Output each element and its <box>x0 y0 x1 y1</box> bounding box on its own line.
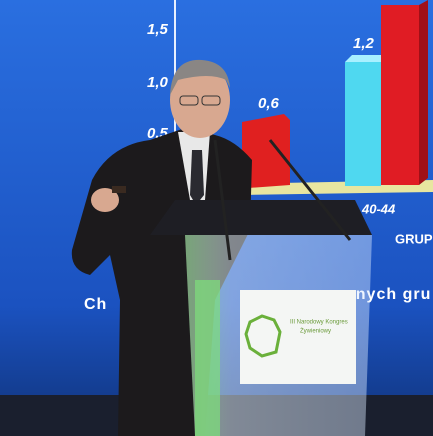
podium-sign <box>240 290 356 384</box>
podium-green-light <box>195 280 220 436</box>
sign-text: Żywieniowy <box>300 328 331 335</box>
red-bar-tall <box>381 5 419 185</box>
speaker-tie <box>190 150 204 205</box>
axis-label: 1,0 <box>147 74 169 91</box>
red-bar-side <box>419 0 428 185</box>
podium-top <box>150 200 372 235</box>
bar-label: 1,2 <box>353 35 375 52</box>
cyan-bar <box>345 62 381 186</box>
category-label: 40-44 <box>361 201 396 216</box>
group-label: GRUP <box>395 231 433 246</box>
photo: 1,5 1,0 0,5 0,6 1,2 40-44 GRUP Ch nnych … <box>0 0 433 436</box>
axis-label: 1,5 <box>147 21 169 38</box>
bar-label: 0,6 <box>258 95 280 112</box>
sign-text: III Narodowy Kongres <box>290 320 348 326</box>
page: 1,5 1,0 0,5 0,6 1,2 40-44 GRUP Ch nnych … <box>0 0 433 436</box>
caption-left: Ch <box>84 296 107 313</box>
clicker <box>112 186 126 193</box>
